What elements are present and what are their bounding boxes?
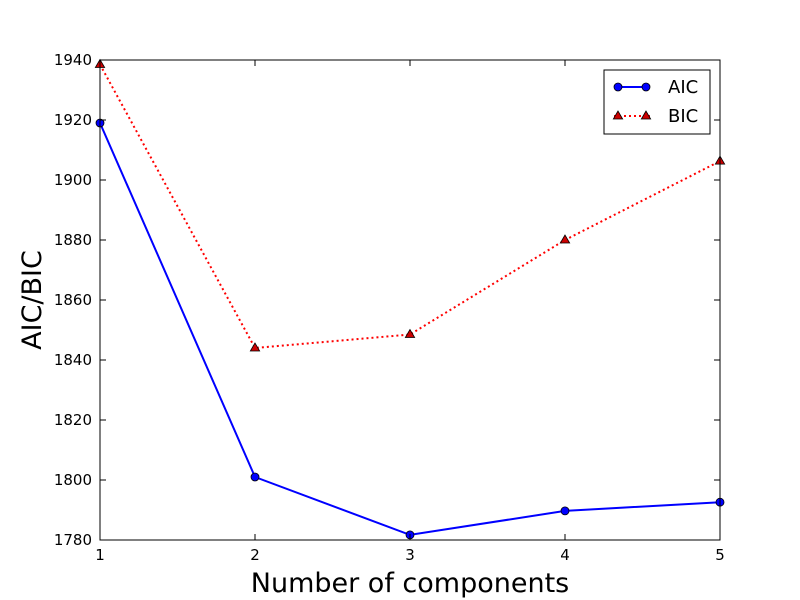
y-tick-label: 1800 — [54, 471, 92, 489]
legend-aic-marker — [641, 82, 651, 92]
x-tick-label: 3 — [405, 546, 415, 564]
bic-point — [249, 342, 261, 352]
bic-series-line — [99, 64, 721, 350]
y-tick-label: 1860 — [54, 291, 92, 309]
x-axis-title: Number of components — [251, 568, 569, 599]
y-tick-label: 1840 — [54, 351, 92, 369]
legend: AIC BIC — [603, 69, 711, 135]
y-tick-label: 1880 — [54, 231, 92, 249]
y-tick-label: 1920 — [54, 111, 92, 129]
aic-point — [250, 472, 260, 482]
legend-bic-marker — [640, 110, 652, 120]
x-tick-label: 1 — [95, 546, 105, 564]
bic-point — [404, 328, 416, 338]
y-tick-label: 1940 — [54, 51, 92, 69]
x-axis: 1 2 3 4 5 — [95, 60, 725, 564]
x-tick-label: 5 — [715, 546, 725, 564]
legend-box — [603, 69, 711, 135]
legend-bic-label: BIC — [668, 106, 698, 127]
legend-aic-label: AIC — [668, 77, 698, 98]
bic-point — [559, 234, 571, 244]
y-tick-label: 1820 — [54, 411, 92, 429]
y-tick-label: 1780 — [54, 531, 92, 549]
aic-point — [560, 506, 570, 516]
x-tick-label: 4 — [560, 546, 570, 564]
y-axis: 1780 1800 1820 1840 1860 1880 1900 1920 1940 — [54, 51, 720, 549]
y-axis-title: AIC/BIC — [17, 250, 48, 350]
legend-aic-marker — [613, 82, 623, 92]
x-tick-label: 2 — [250, 546, 260, 564]
y-tick-label: 1900 — [54, 171, 92, 189]
legend-bic-marker — [612, 110, 624, 120]
